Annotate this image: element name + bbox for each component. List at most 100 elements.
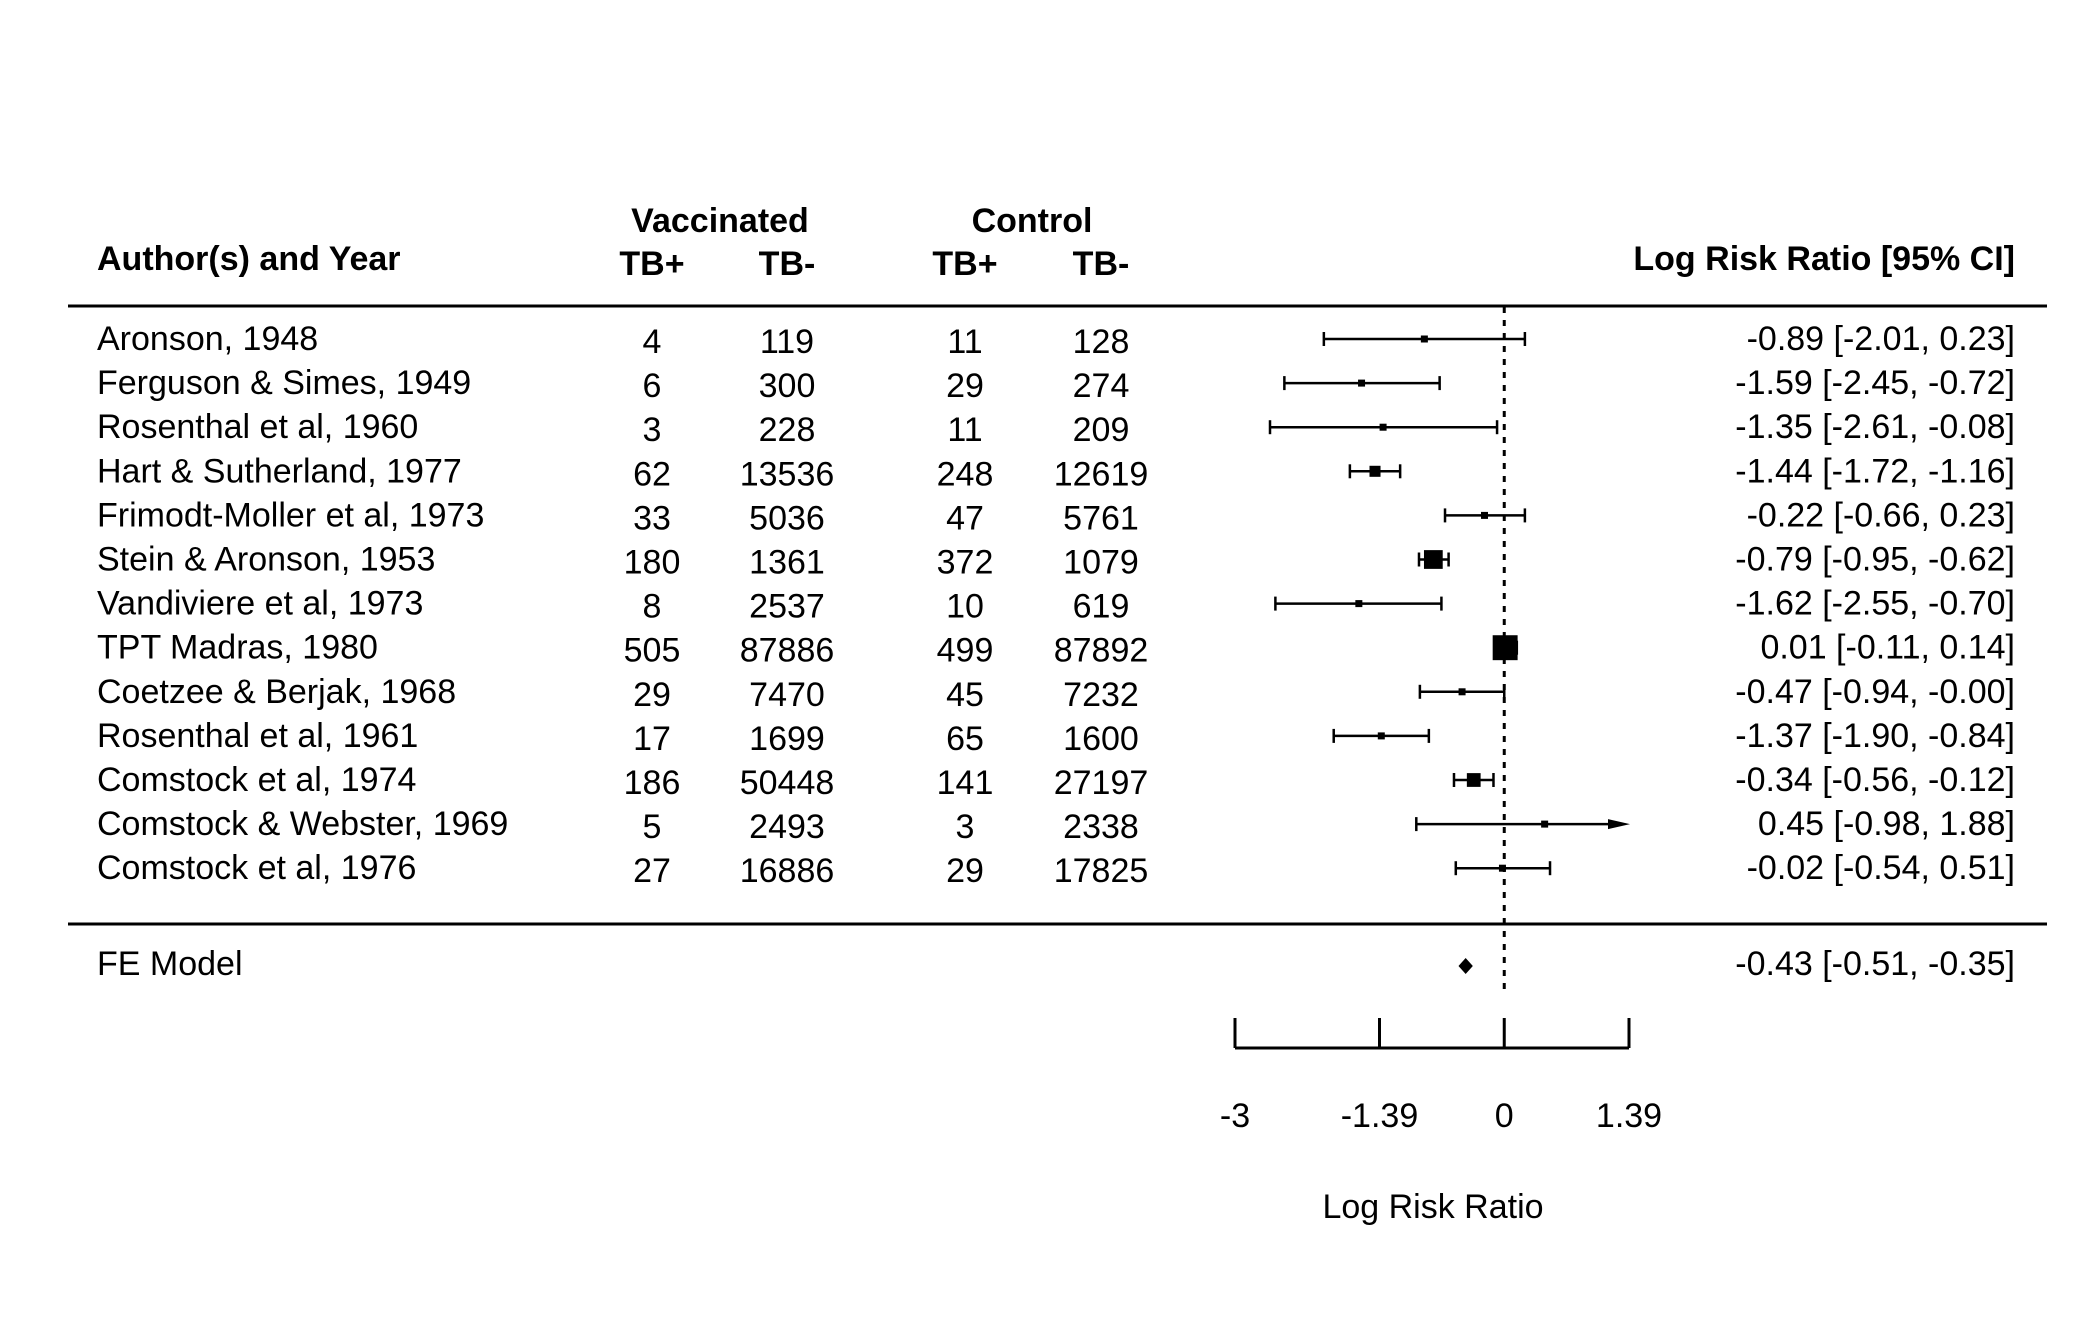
study-row: Rosenthal et al, 1961 17 1699 65 1600 -1.37 […	[97, 717, 2015, 758]
control-tb-neg: 17825	[1054, 852, 1149, 890]
point-estimate	[1355, 600, 1363, 608]
study-name: Ferguson & Simes, 1949	[97, 364, 471, 402]
vaccinated-tb-pos: 33	[633, 499, 671, 537]
estimate-label: -0.02 [-0.54, 0.51]	[1747, 849, 2015, 887]
control-tb-pos: 141	[937, 764, 994, 802]
study-name: Vandiviere et al, 1973	[97, 585, 423, 623]
study-row: Hart & Sutherland, 1977 62 13536 248 12619 -1…	[97, 452, 2015, 493]
study-row: Aronson, 1948 4 119 11 128 -0.89 [-2.01, 0.23…	[97, 320, 2015, 361]
point-estimate	[1420, 335, 1428, 343]
point-estimate	[1541, 820, 1549, 828]
estimate-label: -0.34 [-0.56, -0.12]	[1735, 761, 2015, 799]
x-axis-label: Log Risk Ratio	[1322, 1188, 1543, 1226]
header-vaccinated-tb-pos: TB+	[619, 245, 684, 283]
control-tb-pos: 10	[946, 588, 984, 626]
study-name: Comstock & Webster, 1969	[97, 805, 508, 843]
header-group-control: Control	[972, 202, 1093, 240]
control-tb-pos: 11	[947, 411, 982, 449]
summary-estimate-label: -0.43 [-0.51, -0.35]	[1735, 945, 2015, 983]
header-group-vaccinated: Vaccinated	[631, 202, 809, 240]
point-estimate	[1423, 550, 1443, 569]
estimate-label: -1.59 [-2.45, -0.72]	[1735, 364, 2015, 402]
study-row: Stein & Aronson, 1953 180 1361 372 1079 -0.79…	[97, 541, 2015, 582]
control-tb-neg: 128	[1073, 323, 1130, 361]
control-tb-pos: 29	[946, 852, 984, 890]
vaccinated-tb-neg: 13536	[740, 455, 835, 493]
control-tb-pos: 3	[956, 808, 975, 846]
estimate-label: 0.01 [-0.11, 0.14]	[1760, 629, 2015, 667]
vaccinated-tb-neg: 300	[759, 367, 816, 405]
study-row: Coetzee & Berjak, 1968 29 7470 45 7232 -0.47 …	[97, 673, 2015, 714]
study-row: TPT Madras, 1980 505 87886 499 87892 0.01 [-…	[97, 629, 2015, 670]
control-tb-pos: 47	[946, 499, 984, 537]
study-name: Rosenthal et al, 1961	[97, 717, 418, 755]
control-tb-neg: 1079	[1063, 544, 1139, 582]
header-study: Author(s) and Year	[97, 240, 401, 278]
control-tb-neg: 27197	[1054, 764, 1149, 802]
control-tb-neg: 5761	[1063, 499, 1139, 537]
study-row: Frimodt-Moller et al, 1973 33 5036 47 5761 -0…	[97, 496, 2015, 537]
study-rows: Aronson, 1948 4 119 11 128 -0.89 [-2.01, 0.23…	[97, 320, 2015, 890]
point-estimate	[1379, 423, 1387, 431]
vaccinated-tb-neg: 2493	[749, 808, 825, 846]
header-vaccinated-tb-neg: TB-	[759, 245, 816, 283]
header-control-tb-neg: TB-	[1073, 245, 1130, 283]
vaccinated-tb-pos: 27	[633, 852, 671, 890]
vaccinated-tb-pos: 3	[643, 411, 662, 449]
table-header: Vaccinated Control Author(s) and Year TB…	[97, 202, 2015, 283]
estimate-label: -1.44 [-1.72, -1.16]	[1735, 452, 2015, 490]
study-name: Coetzee & Berjak, 1968	[97, 673, 456, 711]
control-tb-neg: 274	[1073, 367, 1130, 405]
point-estimate	[1492, 635, 1518, 661]
control-tb-neg: 87892	[1054, 632, 1149, 670]
header-estimate: Log Risk Ratio [95% CI]	[1633, 240, 2015, 278]
vaccinated-tb-pos: 62	[633, 455, 671, 493]
study-name: TPT Madras, 1980	[97, 629, 378, 667]
control-tb-neg: 619	[1073, 588, 1130, 626]
control-tb-pos: 499	[937, 632, 994, 670]
control-tb-neg: 1600	[1063, 720, 1139, 758]
estimate-label: -0.22 [-0.66, 0.23]	[1747, 496, 2015, 534]
ci-arrow	[1608, 819, 1630, 830]
vaccinated-tb-pos: 8	[643, 588, 662, 626]
study-row: Comstock & Webster, 1969 5 2493 3 2338 0.45 …	[97, 805, 2015, 846]
estimate-label: -0.47 [-0.94, -0.00]	[1735, 673, 2015, 711]
control-tb-pos: 65	[946, 720, 984, 758]
estimate-label: -0.89 [-2.01, 0.23]	[1747, 320, 2015, 358]
point-estimate	[1358, 379, 1366, 387]
vaccinated-tb-neg: 2537	[749, 588, 825, 626]
study-row: Comstock et al, 1974 186 50448 141 27197 -0.3…	[97, 761, 2015, 802]
control-tb-pos: 29	[946, 367, 984, 405]
study-row: Rosenthal et al, 1960 3 228 11 209 -1.35 [-2.…	[97, 408, 2015, 449]
study-name: Stein & Aronson, 1953	[97, 541, 435, 579]
study-name: Aronson, 1948	[97, 320, 318, 358]
x-tick-label: 0	[1495, 1097, 1514, 1135]
control-tb-neg: 209	[1073, 411, 1130, 449]
x-axis: Log Risk Ratio -3 -1.39 0 1.39	[1220, 1018, 1662, 1226]
study-row: Comstock et al, 1976 27 16886 29 17825 -0.02 …	[97, 849, 2015, 890]
vaccinated-tb-pos: 505	[624, 632, 681, 670]
control-tb-pos: 372	[937, 544, 994, 582]
point-estimate	[1466, 773, 1481, 787]
x-tick-label: -1.39	[1341, 1097, 1419, 1135]
study-name: Hart & Sutherland, 1977	[97, 452, 462, 490]
control-tb-pos: 11	[947, 323, 982, 361]
summary-label: FE Model	[97, 945, 243, 983]
control-tb-neg: 2338	[1063, 808, 1139, 846]
estimate-label: -1.37 [-1.90, -0.84]	[1735, 717, 2015, 755]
point-estimate	[1498, 864, 1506, 872]
study-name: Comstock et al, 1976	[97, 849, 416, 887]
study-row: Vandiviere et al, 1973 8 2537 10 619 -1.62 [-…	[97, 585, 2015, 626]
study-name: Frimodt-Moller et al, 1973	[97, 496, 484, 534]
control-tb-pos: 248	[937, 455, 994, 493]
control-tb-neg: 12619	[1054, 455, 1149, 493]
control-tb-neg: 7232	[1063, 676, 1139, 714]
summary-row: FE Model -0.43 [-0.51, -0.35]	[97, 945, 2015, 983]
vaccinated-tb-neg: 228	[759, 411, 816, 449]
vaccinated-tb-pos: 186	[624, 764, 681, 802]
estimate-label: -1.62 [-2.55, -0.70]	[1735, 585, 2015, 623]
summary-diamond	[1458, 958, 1473, 974]
vaccinated-tb-neg: 5036	[749, 499, 825, 537]
point-estimate	[1369, 465, 1381, 477]
